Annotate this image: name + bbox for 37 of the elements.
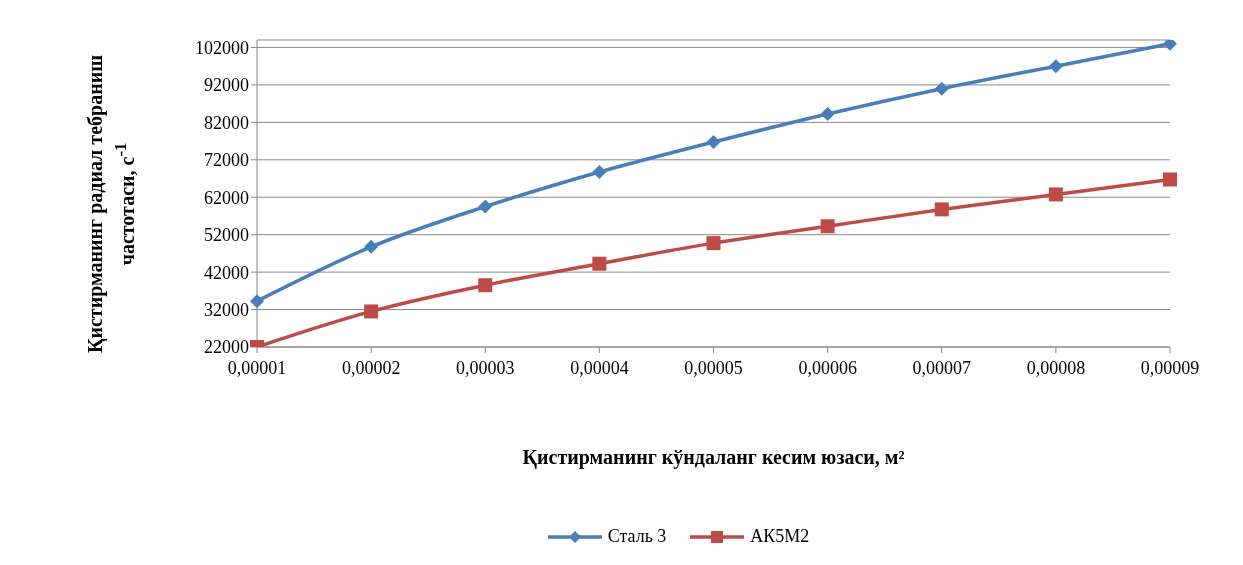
point [1048,59,1063,74]
point [364,239,379,254]
x-tick-label: 0,00003 [456,357,515,378]
x-tick-label: 0,00009 [1140,357,1200,378]
point [820,219,835,234]
point [478,278,493,293]
point [592,164,607,179]
point [706,135,721,150]
point [592,256,607,271]
y-tick-label: 62000 [204,187,249,208]
point [1048,187,1063,202]
x-tick-label: 0,00002 [341,357,401,378]
x-tick-label: 0,00004 [570,357,629,378]
point [1163,172,1177,187]
x-axis-title: Қистирманинг кўндаланг кесим юзаси, м² [521,446,906,469]
x-tick-label: 0,00005 [684,357,743,378]
y-tick-label: 102000 [195,37,249,58]
point [934,202,949,217]
y-tick-label: 32000 [204,299,249,320]
x-tick-label: 0,00008 [1026,357,1086,378]
x-tick-label: 0,00006 [798,357,857,378]
y-tick-label: 82000 [204,112,249,133]
point [478,199,493,214]
point [820,106,835,121]
y-tick-label: 92000 [204,75,249,96]
point [364,304,379,319]
y-tick-label: 72000 [204,150,249,171]
y-tick-label: 42000 [204,262,249,283]
point [706,236,721,251]
x-tick-label: 0,00007 [912,357,971,378]
y-tick-label: 52000 [204,225,249,246]
point [250,294,264,309]
x-tick-label: 0,00001 [227,357,287,378]
legend-label: АК5М2 [750,526,810,547]
y-tick-label: 22000 [204,337,249,358]
point [934,81,949,96]
legend-label: Сталь 3 [607,526,667,547]
